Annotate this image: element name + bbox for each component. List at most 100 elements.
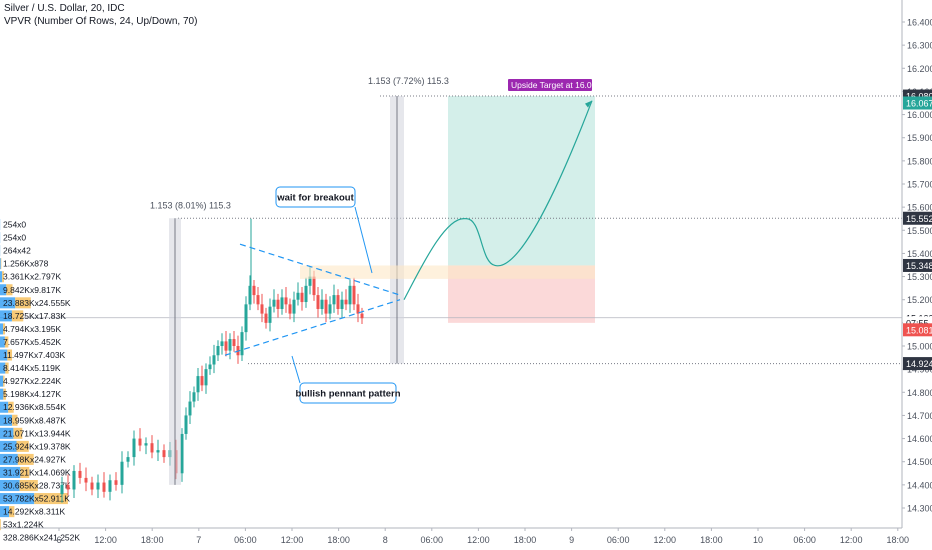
candle-body — [300, 292, 304, 303]
candle-body — [200, 376, 204, 386]
wait-callout-text: wait for breakout — [276, 193, 354, 204]
candle-body — [108, 480, 112, 492]
vp-up-bar — [0, 362, 6, 374]
time-tick-label: 18:00 — [327, 535, 350, 545]
price-tick-label: 15.400 — [907, 249, 932, 259]
vp-down-bar — [12, 414, 18, 426]
candle-body — [360, 313, 364, 319]
candle-body — [144, 443, 148, 446]
vp-row-label: 3.361Kx2.797K — [3, 272, 61, 282]
price-tick-label: 15.800 — [907, 156, 932, 166]
candle-body — [204, 369, 208, 386]
price-tick-label: 15.900 — [907, 133, 932, 143]
candle-body — [356, 304, 360, 314]
vp-up-bar — [0, 480, 20, 492]
candle-body — [252, 285, 256, 296]
candle-body — [272, 299, 276, 307]
vp-down-bar — [16, 440, 29, 452]
price-tick-label: 16.000 — [907, 110, 932, 120]
time-tick-label: 12:00 — [654, 535, 677, 545]
chart-header: Silver / U.S. Dollar, 20, IDC VPVR (Numb… — [4, 2, 197, 28]
candle-body — [184, 415, 188, 434]
vp-down-bar — [20, 466, 30, 478]
candle-body — [216, 346, 220, 356]
time-tick-label: 18:00 — [141, 535, 164, 545]
time-tick-label: 7 — [196, 535, 201, 545]
target-label-bg — [508, 79, 592, 92]
candle-body — [340, 299, 344, 309]
price-tick-label: 15.200 — [907, 295, 932, 305]
price-label-bg — [903, 258, 932, 272]
time-tick-label: 12:00 — [281, 535, 304, 545]
candle-body — [276, 299, 280, 309]
vp-down-bar — [9, 506, 15, 518]
time-tick-label: 18:00 — [700, 535, 723, 545]
vp-up-bar — [0, 466, 21, 478]
vp-up-bar — [0, 506, 10, 518]
price-label-text: 16.067 — [906, 99, 932, 109]
projected-path — [403, 100, 593, 300]
pennant-callout-text: bullish pennant pattern — [295, 389, 400, 400]
candle-body — [224, 341, 228, 351]
vp-up-bar — [0, 440, 17, 452]
candle-body — [264, 313, 268, 323]
candle-body — [162, 450, 166, 458]
candle-body — [138, 438, 142, 446]
vp-row-label: 12.936Kx8.554K — [3, 402, 66, 412]
indicator-legend[interactable]: VPVR (Number Of Rows, 24, Up/Down, 70) — [4, 16, 198, 27]
pennant-lower-line — [224, 299, 401, 356]
vp-row-label: 21.071Kx13.944K — [3, 428, 71, 438]
target-label-text: Upside Target at 16.08 — [511, 80, 597, 90]
candle-body — [324, 299, 328, 314]
candle-body — [228, 339, 232, 351]
candle-body — [72, 470, 76, 490]
pennant-callout-pointer — [291, 355, 301, 384]
vp-up-bar — [0, 271, 3, 283]
candle-body — [288, 304, 292, 314]
vp-down-bar — [8, 401, 14, 413]
pennant-callout: bullish pennant pattern — [291, 355, 401, 404]
vp-down-bar — [4, 336, 9, 348]
target-zone — [448, 96, 595, 266]
vp-down-bar — [6, 284, 13, 296]
price-tick-label: 14.700 — [907, 411, 932, 421]
price-tick-label: 14.600 — [907, 434, 932, 444]
symbol-title[interactable]: Silver / U.S. Dollar, 20, IDC — [4, 3, 125, 14]
vp-row-label: 31.921Kx14.069K — [3, 467, 71, 477]
vp-row-label: 254x0 — [3, 220, 26, 230]
candle-body — [316, 295, 320, 309]
price-label-text: 15.552 — [906, 214, 932, 224]
vp-up-bar — [0, 453, 18, 465]
vp-row-label: 14.292Kx8.311K — [3, 507, 66, 517]
vp-up-bar — [0, 401, 9, 413]
vp-row-label: 53x1.224K — [3, 520, 44, 530]
vp-row-label: 7.657Kx5.452K — [3, 337, 61, 347]
vp-row-label: 27.98Kx24.927K — [3, 454, 66, 464]
price-label-bg — [903, 211, 932, 225]
vp-up-bar — [0, 493, 35, 505]
candle-body — [304, 285, 308, 303]
wait-callout: wait for breakout — [275, 186, 373, 274]
price-tick-label: 15.000 — [907, 342, 932, 352]
price-tick-label: 14.500 — [907, 457, 932, 467]
vp-row-label: 1.256Kx878 — [3, 259, 49, 269]
vp-up-bar — [0, 310, 12, 322]
volume-profile: 254x0 254x0 264x42 1.256Kx878 3.361Kx2.797K 9… — [0, 219, 80, 543]
candle-body — [212, 355, 216, 365]
candle-body — [156, 450, 160, 453]
target-label: Upside Target at 16.08 — [508, 79, 597, 92]
vp-down-bar — [0, 258, 2, 270]
candle-body — [188, 401, 192, 416]
breakout-zone — [300, 265, 595, 279]
price-label-text: 14.924 — [906, 359, 932, 369]
candle-body — [248, 285, 252, 305]
candle-body — [180, 433, 184, 474]
vp-row-label: 53.782Kx52.911K — [3, 494, 70, 504]
candle-body — [260, 304, 264, 314]
candle-body — [60, 484, 64, 495]
vp-row-label: 254x0 — [3, 233, 26, 243]
candle-body — [96, 482, 100, 490]
candle-body — [232, 339, 236, 346]
candle-body — [84, 477, 88, 483]
